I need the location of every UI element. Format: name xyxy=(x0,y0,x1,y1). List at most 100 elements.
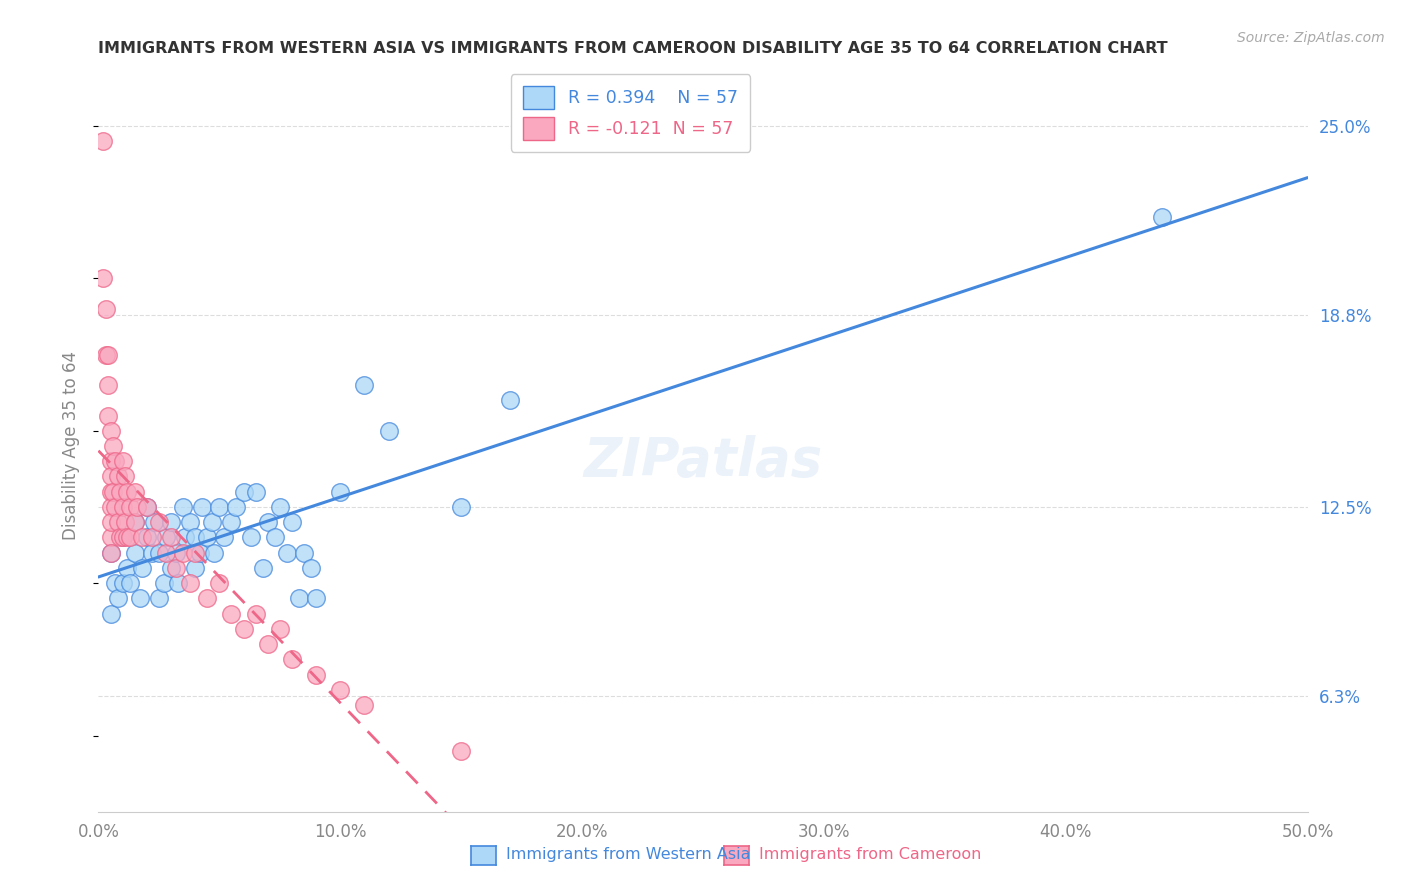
Point xyxy=(118,500,141,514)
Point xyxy=(108,484,131,499)
Point xyxy=(232,622,254,636)
Point xyxy=(100,484,122,499)
Point xyxy=(245,484,267,499)
Point xyxy=(118,576,141,591)
Text: Immigrants from Western Asia: Immigrants from Western Asia xyxy=(506,847,751,862)
Point xyxy=(131,530,153,544)
Point xyxy=(305,667,328,681)
Point xyxy=(97,378,120,392)
Point xyxy=(100,530,122,544)
Point xyxy=(131,561,153,575)
Y-axis label: Disability Age 35 to 64: Disability Age 35 to 64 xyxy=(62,351,80,541)
Point xyxy=(160,530,183,544)
Point xyxy=(104,454,127,468)
Point xyxy=(208,576,231,591)
Point xyxy=(184,561,207,575)
Point xyxy=(299,561,322,575)
Point xyxy=(100,424,122,438)
Point xyxy=(450,744,472,758)
Point xyxy=(101,484,124,499)
Point xyxy=(152,576,174,591)
Point xyxy=(104,500,127,514)
Point xyxy=(100,546,122,560)
Point xyxy=(252,561,274,575)
Point xyxy=(104,576,127,591)
Point xyxy=(97,348,120,362)
Point xyxy=(148,515,170,529)
Point xyxy=(160,561,183,575)
Point xyxy=(225,500,247,514)
Point xyxy=(118,530,141,544)
Point xyxy=(281,652,304,666)
Point xyxy=(232,484,254,499)
Point xyxy=(155,546,177,560)
Point xyxy=(124,515,146,529)
Point xyxy=(498,393,520,408)
Point xyxy=(100,607,122,621)
Point xyxy=(195,591,218,606)
Point xyxy=(167,576,190,591)
Point xyxy=(212,530,235,544)
Point xyxy=(179,576,201,591)
Point xyxy=(97,409,120,423)
Point xyxy=(172,546,194,560)
Point xyxy=(100,546,122,560)
Point xyxy=(245,607,267,621)
Point xyxy=(124,484,146,499)
Point xyxy=(91,134,114,148)
Point xyxy=(94,348,117,362)
Point xyxy=(117,484,139,499)
Point xyxy=(135,500,157,514)
Point xyxy=(353,698,375,712)
Point xyxy=(100,454,122,468)
Point xyxy=(450,500,472,514)
Point xyxy=(191,500,214,514)
Point xyxy=(111,454,134,468)
Point xyxy=(292,546,315,560)
Point xyxy=(256,515,278,529)
Legend: R = 0.394    N = 57, R = -0.121  N = 57: R = 0.394 N = 57, R = -0.121 N = 57 xyxy=(510,74,751,152)
Point xyxy=(195,530,218,544)
Point xyxy=(221,607,243,621)
Point xyxy=(135,500,157,514)
Point xyxy=(1152,211,1174,225)
Point xyxy=(107,591,129,606)
Point xyxy=(264,530,287,544)
Point xyxy=(288,591,311,606)
Point xyxy=(269,500,291,514)
Point xyxy=(94,301,117,316)
Point xyxy=(305,591,328,606)
Point xyxy=(111,500,134,514)
Point xyxy=(269,622,291,636)
Point xyxy=(239,530,262,544)
Point xyxy=(111,576,134,591)
Text: Immigrants from Cameroon: Immigrants from Cameroon xyxy=(759,847,981,862)
Point xyxy=(135,530,157,544)
Point xyxy=(221,515,243,529)
Point xyxy=(114,515,136,529)
Point xyxy=(281,515,304,529)
Point xyxy=(256,637,278,651)
Point xyxy=(100,500,122,514)
Point xyxy=(117,561,139,575)
Point xyxy=(179,515,201,529)
Text: ZIPatlas: ZIPatlas xyxy=(583,434,823,487)
Point xyxy=(111,530,134,544)
Point xyxy=(117,530,139,544)
Point xyxy=(141,530,163,544)
Point xyxy=(114,469,136,483)
Point xyxy=(165,546,187,560)
Point xyxy=(108,530,131,544)
Point xyxy=(107,469,129,483)
Point xyxy=(141,546,163,560)
Point xyxy=(127,500,149,514)
Point xyxy=(148,591,170,606)
Point xyxy=(165,561,187,575)
Point xyxy=(276,546,298,560)
Point xyxy=(91,271,114,285)
Point xyxy=(174,530,197,544)
Point xyxy=(208,500,231,514)
Point xyxy=(100,469,122,483)
Point xyxy=(148,546,170,560)
Text: IMMIGRANTS FROM WESTERN ASIA VS IMMIGRANTS FROM CAMEROON DISABILITY AGE 35 TO 64: IMMIGRANTS FROM WESTERN ASIA VS IMMIGRAN… xyxy=(98,40,1168,55)
